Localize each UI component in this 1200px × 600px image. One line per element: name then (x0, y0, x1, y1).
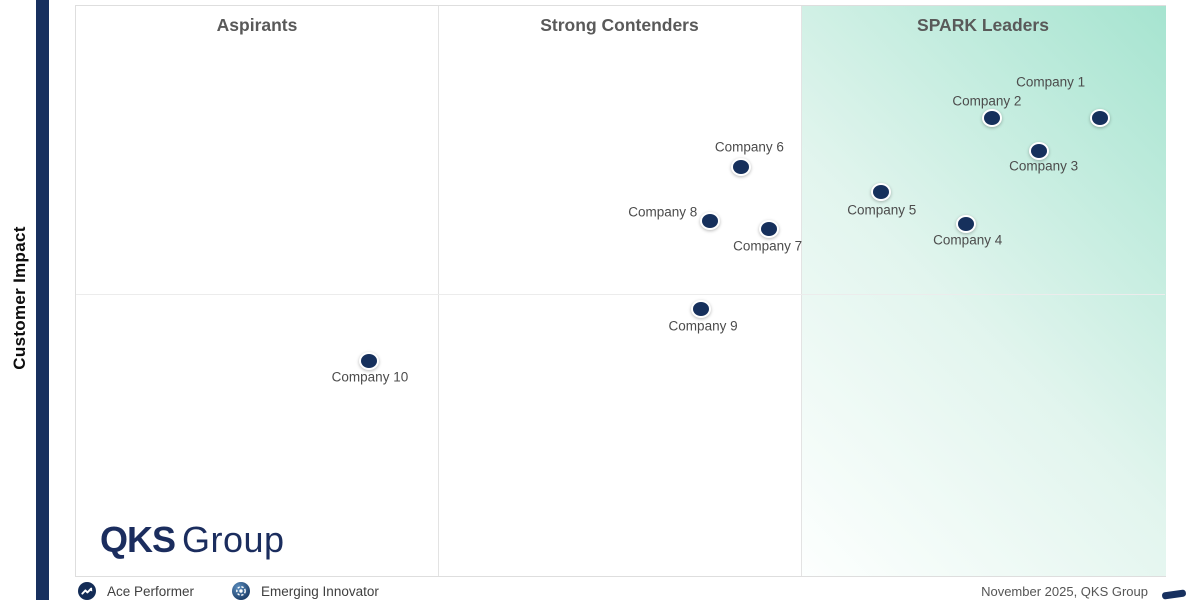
x-axis-arrow-fragment (1161, 589, 1187, 600)
quadrant-title-aspirants: Aspirants (216, 15, 298, 35)
data-point-label: Company 8 (628, 204, 698, 220)
legend-label: Ace Performer (107, 583, 195, 599)
y-axis-label: Customer Impact (10, 226, 29, 370)
data-point (699, 212, 720, 231)
data-point (691, 299, 712, 318)
data-point-label: Company 2 (952, 93, 1022, 109)
legend-item-emerging-innovator: Emerging Innovator (232, 582, 379, 600)
plot-area: Aspirants Strong Contenders SPARK Leader… (75, 5, 1166, 577)
data-point (955, 215, 976, 234)
gear-spark-icon (232, 582, 251, 600)
y-axis-bar (36, 0, 49, 600)
quadrant-divider-vertical-1 (438, 6, 439, 576)
data-point (731, 158, 752, 177)
legend-item-ace-performer: Ace Performer (78, 582, 194, 600)
data-point (758, 220, 779, 239)
trend-up-icon (78, 582, 96, 600)
data-point-label: Company 3 (1009, 158, 1079, 174)
data-point-label: Company 9 (668, 318, 738, 334)
legend: Ace Performer Emerging Innovator (78, 582, 379, 600)
quadrant-title-spark-leaders: SPARK Leaders (917, 15, 1049, 35)
quadrant-divider-vertical-2 (801, 6, 802, 576)
data-point (870, 183, 891, 202)
logo-text-regular: Group (182, 519, 285, 560)
data-point-label: Company 7 (733, 238, 803, 254)
spark-leaders-gradient (801, 6, 1166, 576)
quadrant-divider-horizontal (76, 294, 1165, 295)
data-point (1089, 108, 1110, 127)
data-point-label: Company 4 (933, 232, 1003, 248)
qks-group-logo: QKS Group (100, 522, 285, 558)
logo-text-bold: QKS (100, 519, 176, 560)
data-point (1028, 142, 1049, 161)
footer-credit: November 2025, QKS Group (981, 584, 1148, 599)
data-point-label: Company 1 (1016, 74, 1086, 90)
data-point-label: Company 5 (847, 202, 917, 218)
data-point (981, 108, 1002, 127)
legend-label: Emerging Innovator (261, 583, 379, 599)
data-point-label: Company 10 (331, 369, 409, 385)
quadrant-title-strong-contenders: Strong Contenders (540, 15, 699, 35)
data-point-label: Company 6 (714, 139, 784, 155)
data-point (358, 351, 379, 370)
